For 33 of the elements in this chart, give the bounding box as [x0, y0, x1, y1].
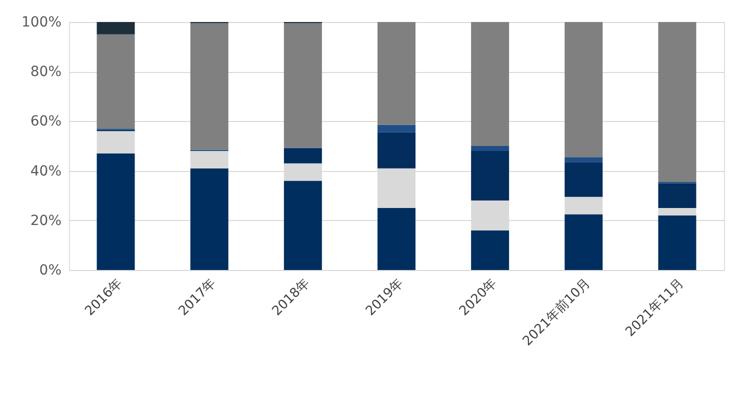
bar: [96, 22, 135, 34]
y-tick-label: 80%: [30, 64, 62, 80]
bar: [564, 162, 603, 197]
bar: [284, 180, 322, 270]
bar: [471, 146, 510, 151]
bar: [658, 183, 696, 208]
bar: [471, 22, 510, 146]
bar: [190, 23, 228, 150]
bar: [658, 208, 696, 216]
y-tick-label: 40%: [30, 163, 62, 180]
bar: [190, 168, 228, 270]
bar: [471, 150, 510, 201]
bar: [284, 23, 322, 148]
bar: [471, 230, 510, 270]
bar: [96, 153, 135, 270]
bar: [564, 22, 603, 158]
bar: [378, 124, 416, 132]
bar: [190, 150, 228, 168]
bar: [564, 196, 603, 214]
y-tick-label: 100%: [21, 14, 62, 30]
bar: [96, 34, 135, 129]
y-tick-label: 20%: [30, 212, 62, 229]
y-tick-label: 60%: [30, 114, 62, 130]
bar: [658, 22, 696, 182]
bar: [284, 148, 322, 164]
bar: [378, 208, 416, 270]
bar: [378, 132, 416, 168]
bar: [96, 131, 135, 154]
bar: [658, 215, 696, 270]
bar: [564, 214, 603, 270]
y-tick-label: 0%: [39, 262, 62, 278]
bar: [564, 157, 603, 162]
bar: [378, 22, 416, 125]
